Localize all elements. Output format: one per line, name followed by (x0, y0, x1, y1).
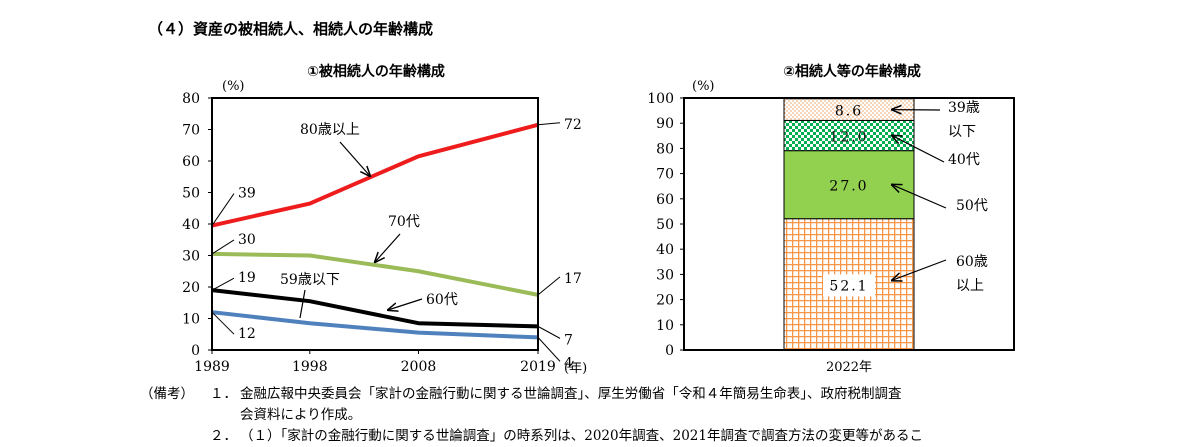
chart1-xtick-label: 1989 (194, 359, 230, 375)
end-label-leader (538, 123, 560, 125)
series-name-label: 80歳以上 (300, 122, 360, 138)
chart1-ytick-label: 40 (182, 217, 200, 233)
chart1-xtick-label: 2008 (401, 359, 437, 375)
segment-value-label: 27.0 (829, 179, 868, 195)
end-value-label: 4 (564, 355, 573, 371)
note-1-text: 金融広報中央委員会「家計の金融行動に関する世論調査」、厚生労働省「令和４年簡易生… (240, 384, 902, 405)
chart1-ytick-label: 20 (182, 280, 200, 296)
note-1-text-cont: 会資料により作成。 (140, 405, 361, 426)
chart1-ytick-label: 70 (182, 123, 200, 139)
segment-name-label: 60歳 (956, 254, 988, 270)
segment-value-label: 8.6 (835, 104, 863, 120)
chart1-ytick-label: 0 (191, 343, 200, 359)
end-label-leader (538, 326, 560, 338)
note-2-number: ２． (210, 426, 240, 447)
series-name-label: 60代 (426, 292, 458, 308)
end-value-label: 72 (564, 117, 582, 133)
chart2-ytick-label: 50 (656, 217, 674, 233)
chart2-ytick-label: 10 (656, 318, 674, 334)
series-name-label: 59歳以下 (280, 272, 340, 288)
notes: （備考） １． 金融広報中央委員会「家計の金融行動に関する世論調査」、厚生労働省… (140, 384, 923, 447)
chart2-ytick-label: 20 (656, 293, 674, 309)
start-value-label: 39 (238, 186, 256, 202)
segment-name-label: 以下 (948, 124, 976, 140)
chart1-ytick-label: 30 (182, 249, 200, 265)
chart2-ytick-label: 40 (656, 242, 674, 258)
segment-name-label: 39歳 (948, 100, 980, 116)
end-label-leader (538, 337, 560, 361)
series-line (212, 290, 538, 326)
chart2-ytick-label: 70 (656, 167, 674, 183)
chart2-ytick-label: 100 (647, 91, 674, 107)
series-name-label: 70代 (388, 214, 420, 230)
notes-tag: （備考） (140, 384, 210, 405)
end-label-leader (538, 277, 560, 295)
start-label-leader (212, 240, 234, 254)
series-callout-arrow (340, 142, 370, 176)
start-value-label: 30 (238, 232, 256, 248)
series-line (212, 125, 538, 226)
start-value-label: 12 (238, 326, 256, 342)
series-callout-arrow (388, 299, 422, 310)
chart2-ytick-label: 60 (656, 192, 674, 208)
note-2-text: （１）「家計の金融行動に関する世論調査」の時系列は、2020年調査、2021年調… (240, 426, 923, 447)
segment-name-label: 50代 (956, 198, 988, 214)
chart2-ytick-label: 80 (656, 141, 674, 157)
chart1-xtick-label: 2019 (520, 359, 556, 375)
start-value-label: 19 (238, 270, 256, 286)
chart2-ytick-label: 30 (656, 267, 674, 283)
segment-name-label: 40代 (948, 152, 980, 168)
end-value-label: 7 (564, 332, 573, 348)
chart2-ytick-label: 0 (665, 343, 674, 359)
chart2-title: ②相続人等の年齢構成 (783, 63, 921, 80)
series-callout-arrow (375, 234, 400, 262)
segment-name-label: 以上 (956, 278, 984, 294)
series-line (212, 254, 538, 295)
start-label-leader (212, 278, 234, 290)
chart1-ytick-label: 10 (182, 312, 200, 328)
note-1-number: １． (210, 384, 240, 405)
chart2-ylabel: (%) (692, 79, 715, 94)
chart1-ytick-label: 50 (182, 186, 200, 202)
segment-value-label: 12.0 (829, 130, 868, 146)
chart1-ytick-label: 80 (182, 91, 200, 107)
chart2-category: 2022年 (826, 360, 872, 375)
series-callout-arrow (300, 290, 305, 318)
end-value-label: 17 (564, 271, 582, 287)
segment-value-label: 52.1 (829, 278, 868, 294)
chart1-ytick-label: 60 (182, 154, 200, 170)
chart1-xtick-label: 1998 (292, 359, 328, 375)
chart1-title: ①被相続人の年齢構成 (307, 63, 445, 80)
chart1-ylabel: (%) (222, 79, 245, 94)
chart2-ytick-label: 90 (656, 116, 674, 132)
